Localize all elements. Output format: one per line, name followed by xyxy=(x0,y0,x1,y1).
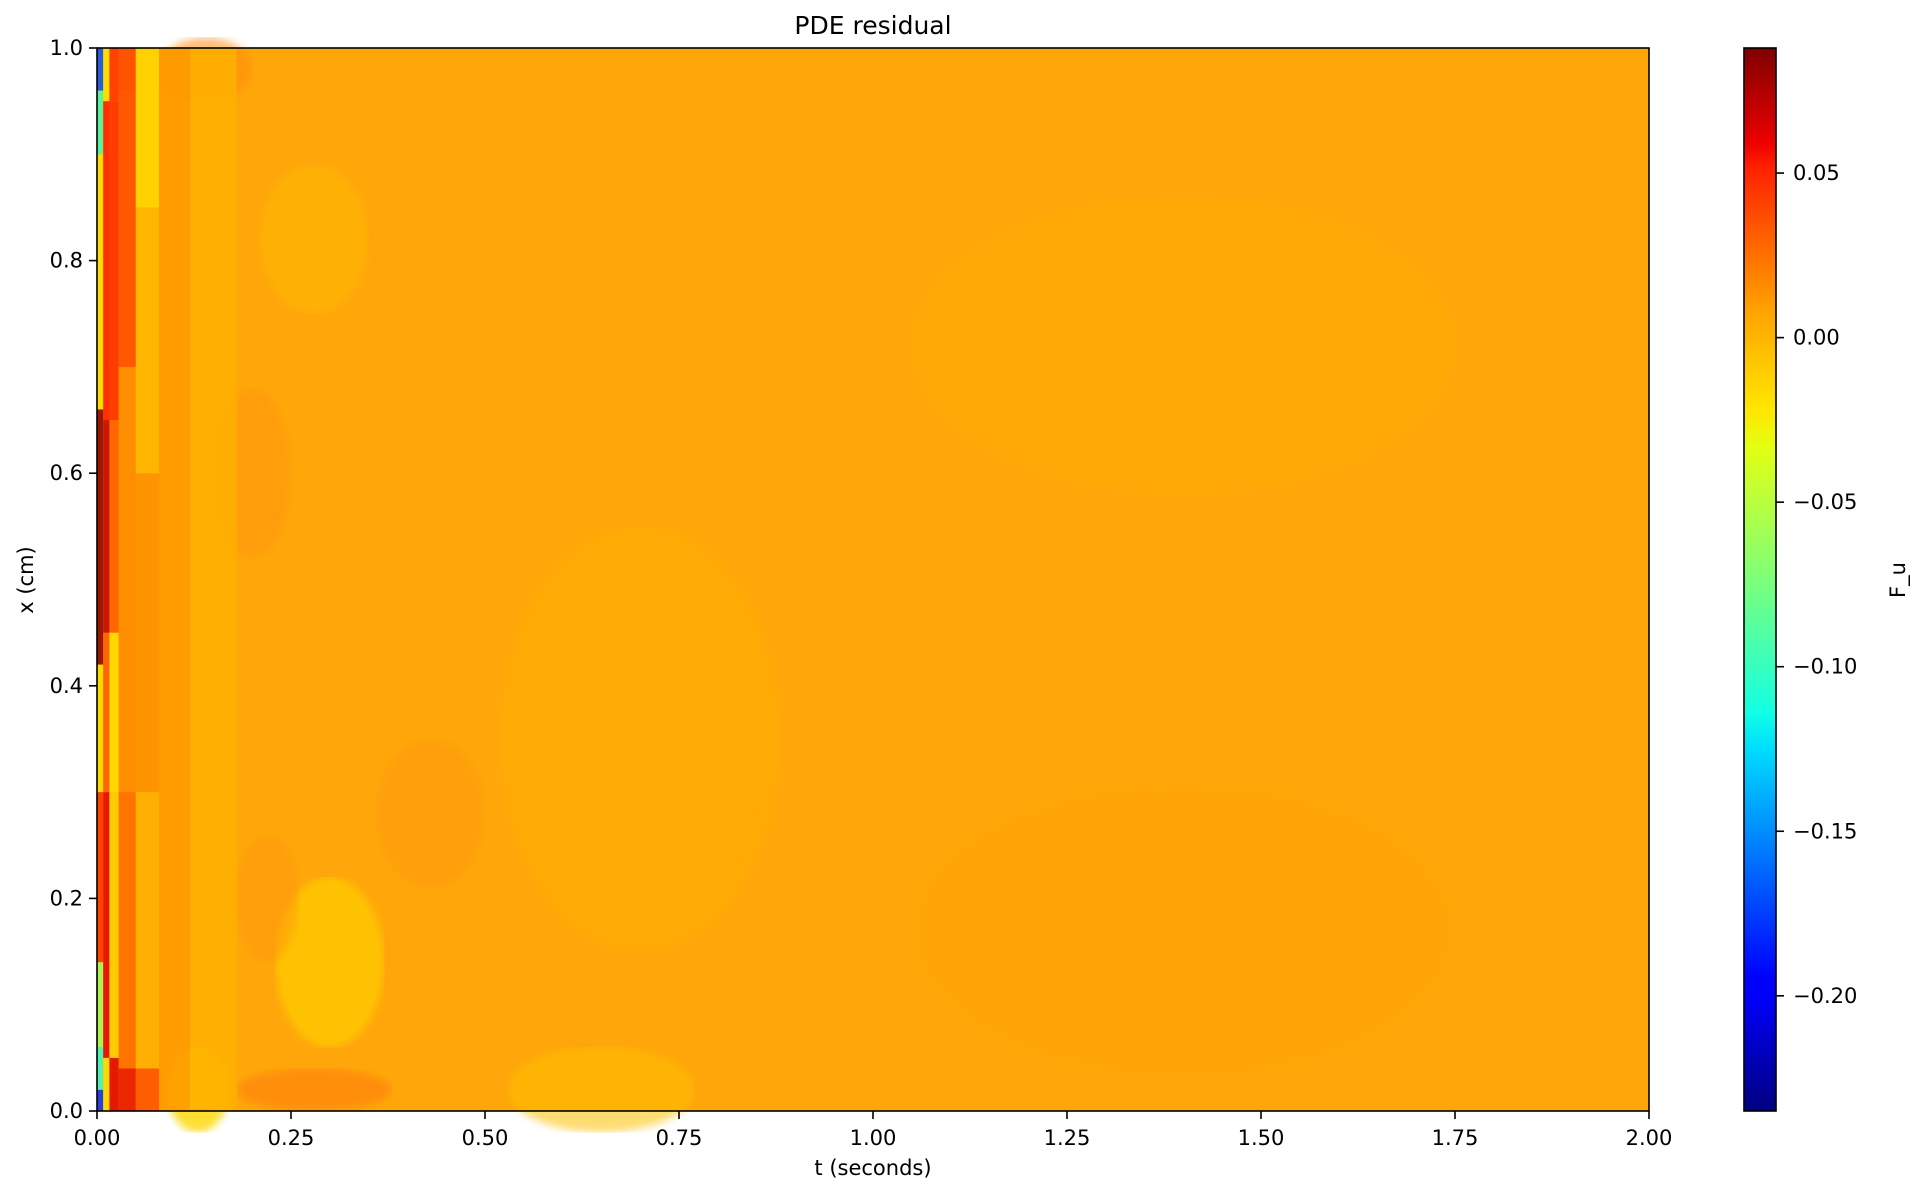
colorbar: 0.05 0.00 −0.05 −0.10 −0.15 −0.20 F_u xyxy=(1743,47,1911,1112)
colorbar-tick-label: −0.05 xyxy=(1793,490,1857,514)
y-tick-label: 0.2 xyxy=(50,886,83,910)
colorbar-tick-label: −0.20 xyxy=(1793,984,1857,1008)
chart-title: PDE residual xyxy=(794,11,951,40)
x-tick-label: 1.25 xyxy=(1044,1126,1091,1150)
residual-band xyxy=(103,101,110,421)
residual-band xyxy=(97,792,104,963)
residual-band xyxy=(135,1068,160,1111)
colorbar-frame xyxy=(1743,47,1777,1112)
residual-band xyxy=(97,48,104,91)
residual-region xyxy=(275,877,385,1048)
y-axis-label: x (cm) xyxy=(14,546,38,614)
heatmap xyxy=(97,37,1649,1133)
x-tick-label: 1.50 xyxy=(1238,1126,1285,1150)
residual-band xyxy=(109,632,119,793)
residual-band xyxy=(103,420,110,633)
residual-region xyxy=(911,781,1455,1080)
x-axis-label: t (seconds) xyxy=(814,1156,931,1180)
colorbar-label: F_u xyxy=(1886,562,1911,598)
heatmap-features xyxy=(97,37,1455,1133)
residual-band xyxy=(103,48,110,102)
residual-band xyxy=(103,1057,110,1111)
residual-region xyxy=(376,738,485,888)
residual-band xyxy=(135,207,160,474)
residual-band xyxy=(103,632,110,793)
y-tick-label: 1.0 xyxy=(50,36,83,60)
residual-band xyxy=(118,48,136,91)
y-axis: 0.0 0.2 0.4 0.6 0.8 1.0 xyxy=(50,36,97,1123)
colorbar-gradient xyxy=(1744,48,1776,1111)
residual-band xyxy=(97,409,104,665)
residual-band xyxy=(118,366,136,793)
residual-band xyxy=(109,792,119,1058)
residual-region xyxy=(508,1047,695,1133)
colorbar-tick-label: −0.10 xyxy=(1793,655,1857,679)
colorbar-tick-label: −0.15 xyxy=(1793,819,1857,843)
y-tick-label: 0.6 xyxy=(50,461,83,485)
residual-band xyxy=(97,1089,104,1111)
residual-region xyxy=(236,1068,392,1111)
x-axis: 0.00 0.25 0.50 0.75 1.00 1.25 1.50 1.75 2.00 xyxy=(74,1111,1673,1150)
colorbar-tick-label: 0.05 xyxy=(1793,161,1840,185)
residual-region xyxy=(500,526,780,952)
residual-band xyxy=(97,664,104,793)
residual-band xyxy=(135,473,160,793)
y-tick-label: 0.0 xyxy=(50,1099,83,1123)
x-tick-label: 1.00 xyxy=(850,1126,897,1150)
residual-band xyxy=(97,1047,104,1090)
residual-band xyxy=(109,420,119,633)
x-tick-label: 0.00 xyxy=(74,1126,121,1150)
y-tick-label: 0.8 xyxy=(50,249,83,273)
residual-band xyxy=(135,48,160,208)
residual-band xyxy=(97,90,104,155)
residual-band xyxy=(118,90,136,367)
residual-region xyxy=(259,164,369,314)
residual-band xyxy=(109,101,119,421)
colorbar-tick-label: 0.00 xyxy=(1793,326,1840,350)
residual-band xyxy=(109,48,119,102)
residual-region xyxy=(236,834,299,963)
x-tick-label: 2.00 xyxy=(1626,1126,1673,1150)
residual-band xyxy=(190,48,237,1111)
x-tick-label: 0.50 xyxy=(462,1126,509,1150)
x-tick-label: 0.75 xyxy=(656,1126,703,1150)
residual-band xyxy=(118,792,136,1069)
residual-region xyxy=(911,196,1455,495)
x-tick-label: 1.75 xyxy=(1432,1126,1479,1150)
residual-band xyxy=(118,1068,136,1111)
residual-band xyxy=(97,962,104,1048)
residual-band xyxy=(103,792,110,1058)
residual-band xyxy=(97,154,104,410)
x-tick-label: 0.25 xyxy=(268,1126,315,1150)
residual-band xyxy=(159,48,191,1111)
y-tick-label: 0.4 xyxy=(50,674,83,698)
residual-band xyxy=(135,792,160,1069)
colorbar-ticks: 0.05 0.00 −0.05 −0.10 −0.15 −0.20 xyxy=(1776,161,1857,1008)
residual-band xyxy=(109,1057,119,1111)
